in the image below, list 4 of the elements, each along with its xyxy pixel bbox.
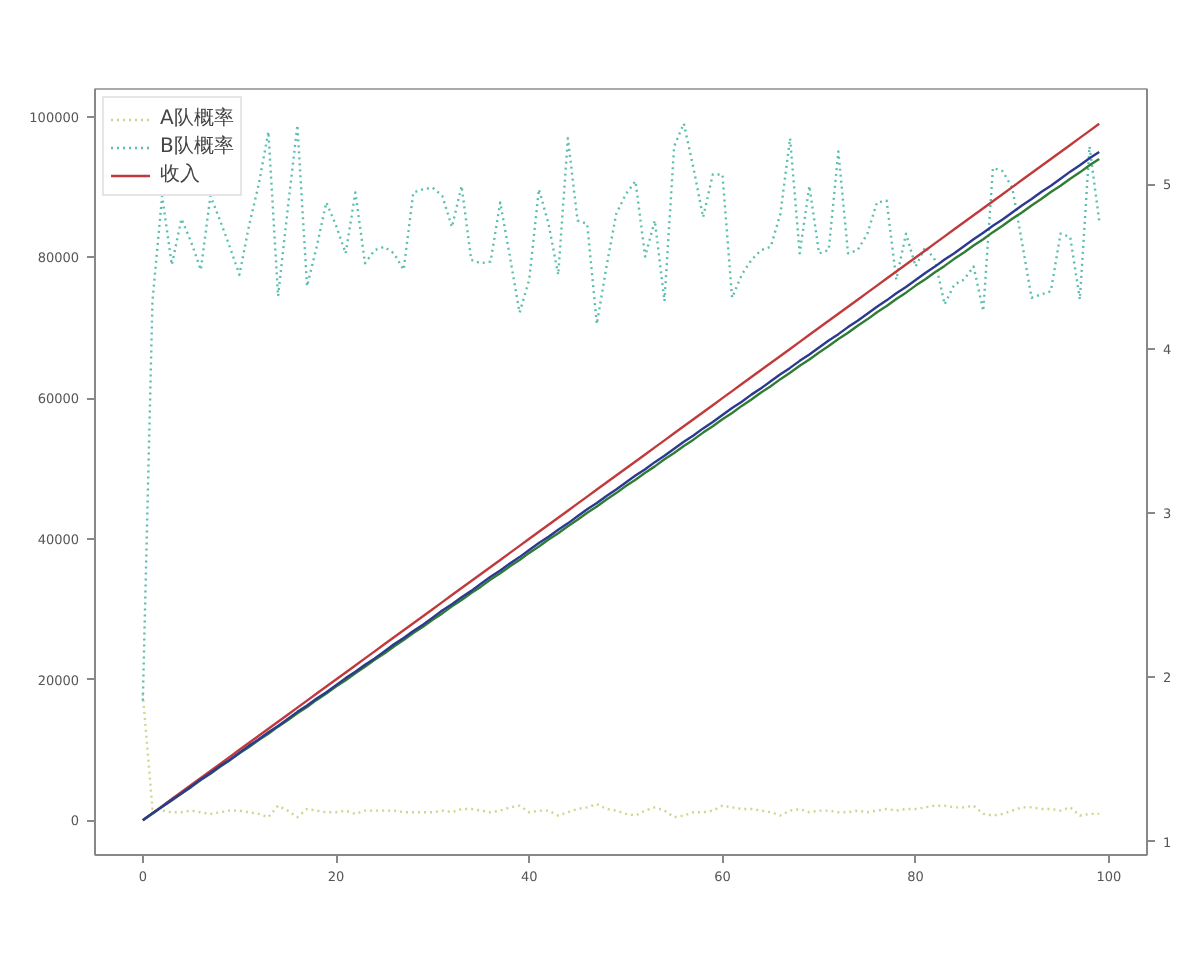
legend-label: 收入 — [160, 161, 200, 188]
legend-label: B队概率 — [160, 133, 234, 160]
line-series — [141, 692, 1101, 819]
legend-label: A队概率 — [160, 105, 234, 132]
